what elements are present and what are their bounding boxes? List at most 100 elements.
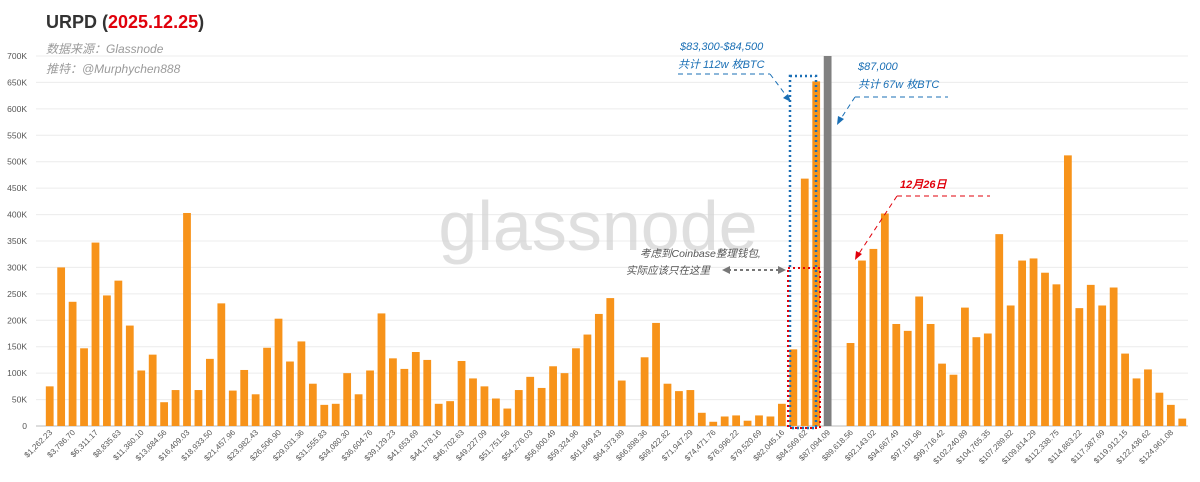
source-line: 数据来源：Glassnode	[46, 42, 164, 56]
bar	[377, 313, 386, 426]
bar	[1178, 418, 1187, 426]
title-suffix: )	[198, 12, 205, 32]
bar	[720, 416, 729, 426]
bar	[205, 358, 214, 426]
bar	[286, 361, 294, 426]
bar	[251, 394, 260, 426]
bar	[800, 178, 809, 426]
bar	[743, 420, 752, 426]
blue-left-arrowline	[769, 73, 789, 99]
y-tick-label: 100K	[7, 368, 27, 378]
bar	[995, 234, 1004, 426]
bar	[469, 378, 477, 426]
bar	[194, 390, 203, 426]
y-tick-label: 650K	[7, 77, 27, 87]
red-dotted-box	[787, 267, 821, 429]
bar	[320, 404, 329, 426]
bar	[434, 403, 443, 426]
bar	[903, 330, 912, 426]
bar	[457, 360, 466, 426]
bar	[858, 260, 866, 426]
bar	[331, 403, 340, 426]
bar	[400, 368, 409, 426]
bar	[308, 383, 317, 426]
red-arrowline	[857, 195, 898, 256]
bar	[777, 403, 786, 426]
bar	[526, 376, 535, 426]
bar	[114, 280, 123, 426]
bar	[640, 357, 649, 426]
blue-right-arrowhead	[837, 116, 844, 125]
bar	[652, 322, 660, 426]
y-tick-label: 300K	[7, 262, 27, 272]
y-tick-label: 150K	[7, 342, 27, 352]
grey-arrowhead-left	[722, 266, 730, 274]
bar	[148, 354, 157, 426]
y-tick-label: 250K	[7, 289, 27, 299]
bar	[480, 386, 489, 426]
bar	[1132, 378, 1141, 426]
y-tick-label: 450K	[7, 183, 27, 193]
y-tick-label: 0	[22, 421, 27, 431]
bar	[961, 307, 969, 426]
current-price-bar	[823, 56, 832, 426]
watermark: glassnode	[438, 187, 757, 265]
bar	[411, 352, 420, 426]
bar	[217, 303, 226, 426]
bar	[537, 387, 546, 426]
bar	[1052, 284, 1061, 426]
bar	[915, 296, 924, 426]
box1-line2: 共计 112w 枚BTC	[678, 58, 765, 71]
bar	[228, 390, 237, 426]
bar	[514, 390, 523, 426]
blue-right-arrowline	[839, 96, 856, 121]
bar	[366, 370, 374, 426]
bar	[617, 380, 626, 426]
grey-arrowhead-right	[778, 266, 786, 274]
coinbase-line2: 实际应该只在这里	[626, 265, 711, 277]
bar	[240, 369, 249, 426]
bar	[594, 313, 603, 426]
bar	[1144, 369, 1152, 426]
bar	[354, 394, 363, 426]
bar	[446, 401, 455, 426]
bar	[171, 390, 180, 426]
annotations: $83,300-$84,500 共计 112w 枚BTC $87,000 共计 …	[626, 41, 990, 430]
bar	[1098, 305, 1107, 426]
bar	[606, 298, 615, 426]
bar	[949, 374, 958, 426]
blue-dotted-box	[788, 74, 818, 430]
bar	[583, 334, 592, 426]
bar	[1075, 308, 1084, 426]
bar	[160, 402, 169, 426]
y-tick-label: 50K	[12, 395, 27, 405]
bar	[343, 373, 352, 426]
bar	[697, 412, 706, 426]
chart-title: URPD (2025.12.25)	[46, 12, 204, 33]
blue-left-arrowhead	[783, 94, 791, 102]
y-tick-label: 400K	[7, 210, 27, 220]
bar	[572, 348, 580, 426]
bar	[125, 325, 134, 426]
bar	[560, 373, 569, 426]
bar	[274, 318, 283, 426]
bar	[45, 386, 54, 426]
bar	[491, 398, 500, 426]
bar	[80, 348, 88, 426]
bar	[1063, 155, 1072, 426]
bar	[1029, 258, 1038, 426]
title-date: 2025.12.25	[108, 12, 199, 32]
bar	[1086, 284, 1095, 426]
bar	[755, 415, 763, 426]
bar	[675, 391, 683, 426]
bar	[1109, 287, 1118, 426]
bar	[880, 213, 889, 426]
bar	[423, 359, 432, 426]
y-tick-label: 550K	[7, 130, 27, 140]
bar	[1041, 272, 1049, 426]
bars	[45, 56, 1187, 426]
bar	[389, 358, 397, 426]
bar	[892, 323, 901, 426]
bar	[972, 337, 981, 426]
